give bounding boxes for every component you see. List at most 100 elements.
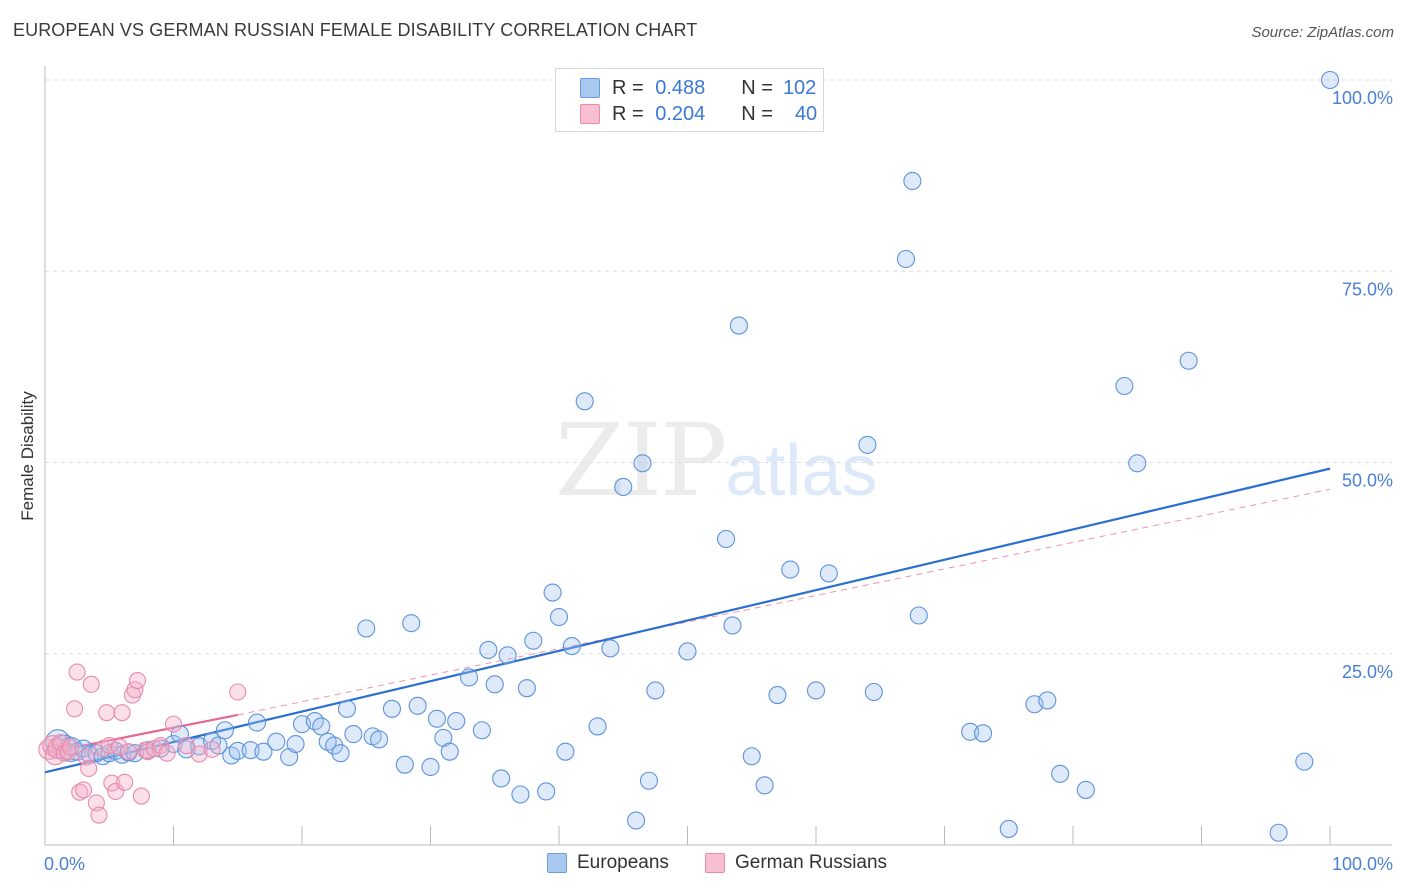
data-point-europeans [729, 316, 748, 335]
legend-r-label: R = [612, 76, 644, 99]
data-point-europeans [267, 732, 286, 751]
bottom-legend-europeans: Europeans [547, 852, 669, 874]
data-point-europeans [370, 730, 389, 749]
data-point-europeans [357, 619, 376, 638]
data-point-german-russians [103, 774, 121, 792]
data-point-europeans [402, 614, 421, 633]
data-point-europeans [575, 392, 594, 411]
data-point-europeans [222, 746, 241, 765]
bottom-legend-swatch-europeans [547, 853, 567, 873]
data-point-europeans [1038, 691, 1057, 710]
data-point-europeans [485, 675, 504, 694]
data-point-german-russians [203, 740, 221, 758]
data-point-german-russians [190, 745, 208, 763]
data-point-europeans [492, 769, 511, 788]
data-point-europeans [806, 681, 826, 700]
trend-lines [44, 467, 1331, 774]
data-point-europeans [627, 811, 646, 830]
data-point-europeans [440, 742, 459, 761]
trend-line-german-russians-extension [237, 488, 1331, 716]
data-point-europeans [819, 564, 838, 583]
europeans-points [45, 70, 1340, 842]
data-point-german-russians [177, 736, 195, 755]
data-point-europeans [408, 696, 427, 715]
data-point-europeans [337, 699, 357, 718]
data-point-german-russians [107, 782, 125, 801]
x-tick-label: 0.0% [44, 854, 85, 874]
data-point-europeans [421, 757, 440, 777]
correlation-legend: R = 0.488 N = 102 R = 0.204 N = 40 [555, 68, 824, 132]
legend-n-label: N = [741, 102, 773, 125]
bottom-legend-label-europeans: Europeans [577, 852, 669, 873]
data-point-europeans [511, 785, 530, 804]
bottom-legend-german-russians: German Russians [705, 852, 887, 874]
data-point-german-russians [68, 663, 86, 681]
y-tick-label: 75.0% [1342, 279, 1393, 299]
data-point-german-russians [164, 715, 183, 733]
data-point-europeans [909, 606, 928, 625]
y-tick-label: 100.0% [1332, 88, 1393, 108]
y-tick-label: 50.0% [1342, 471, 1393, 491]
data-point-europeans [1076, 780, 1095, 799]
data-point-german-russians [66, 700, 84, 718]
source-label: Source: ZipAtlas.com [1251, 24, 1394, 41]
data-point-german-russians [75, 781, 93, 799]
legend-r-value: 0.488 [655, 76, 706, 99]
watermark-zip: ZIP [555, 402, 727, 519]
data-point-europeans [215, 721, 234, 740]
data-point-german-russians [132, 787, 150, 805]
axes [44, 66, 1392, 846]
data-point-europeans [1051, 764, 1070, 783]
legend-n-label: N = [741, 76, 773, 99]
data-point-europeans [678, 642, 697, 661]
data-point-europeans [286, 734, 305, 754]
legend-n-value: 102 [782, 76, 817, 99]
data-point-europeans [614, 477, 633, 497]
tick-labels: 100.0% 75.0% 50.0% 25.0% 0.0% 100.0% [44, 88, 1393, 874]
data-point-europeans [427, 709, 446, 728]
data-point-europeans [781, 560, 800, 579]
data-point-german-russians [116, 773, 134, 791]
data-point-europeans [1115, 376, 1134, 396]
legend-swatch-german-russians [580, 104, 600, 124]
trend-line-europeans [44, 467, 1331, 774]
data-point-europeans [325, 736, 344, 755]
data-point-german-russians [113, 704, 131, 722]
data-point-europeans [344, 725, 363, 744]
legend-n-value: 40 [794, 102, 818, 125]
data-point-europeans [382, 699, 402, 718]
data-point-german-russians [98, 704, 116, 722]
data-point-german-russians [158, 744, 176, 762]
data-point-europeans [447, 712, 466, 731]
data-point-europeans [228, 741, 247, 760]
legend-swatch-europeans [580, 78, 600, 98]
trend-line-german-russians [44, 713, 238, 755]
data-point-europeans [549, 607, 569, 627]
y-tick-label: 25.0% [1342, 662, 1393, 682]
data-point-german-russians [80, 759, 98, 778]
data-point-german-russians [82, 675, 100, 693]
data-point-german-russians [119, 743, 138, 761]
data-point-europeans [395, 755, 414, 774]
data-point-europeans [973, 724, 993, 743]
data-point-europeans [1269, 823, 1288, 842]
data-point-europeans [498, 646, 517, 665]
data-point-europeans [646, 681, 665, 700]
data-point-europeans [1320, 70, 1340, 90]
watermark-atlas: atlas [725, 431, 878, 511]
data-point-europeans [472, 721, 491, 740]
data-point-europeans [331, 744, 350, 763]
data-point-europeans [723, 616, 742, 635]
data-point-europeans [517, 679, 536, 698]
data-point-german-russians [59, 743, 77, 761]
x-tick-label: 100.0% [1332, 854, 1393, 874]
data-point-europeans [479, 640, 498, 659]
data-point-europeans [755, 776, 774, 795]
legend-r-label: R = [612, 102, 644, 125]
watermark: ZIPatlas [555, 402, 877, 519]
chart-title: EUROPEAN VS GERMAN RUSSIAN FEMALE DISABI… [13, 20, 698, 40]
data-point-europeans [633, 454, 652, 473]
data-point-europeans [543, 583, 562, 602]
data-point-europeans [562, 637, 581, 656]
data-point-europeans [247, 713, 267, 732]
